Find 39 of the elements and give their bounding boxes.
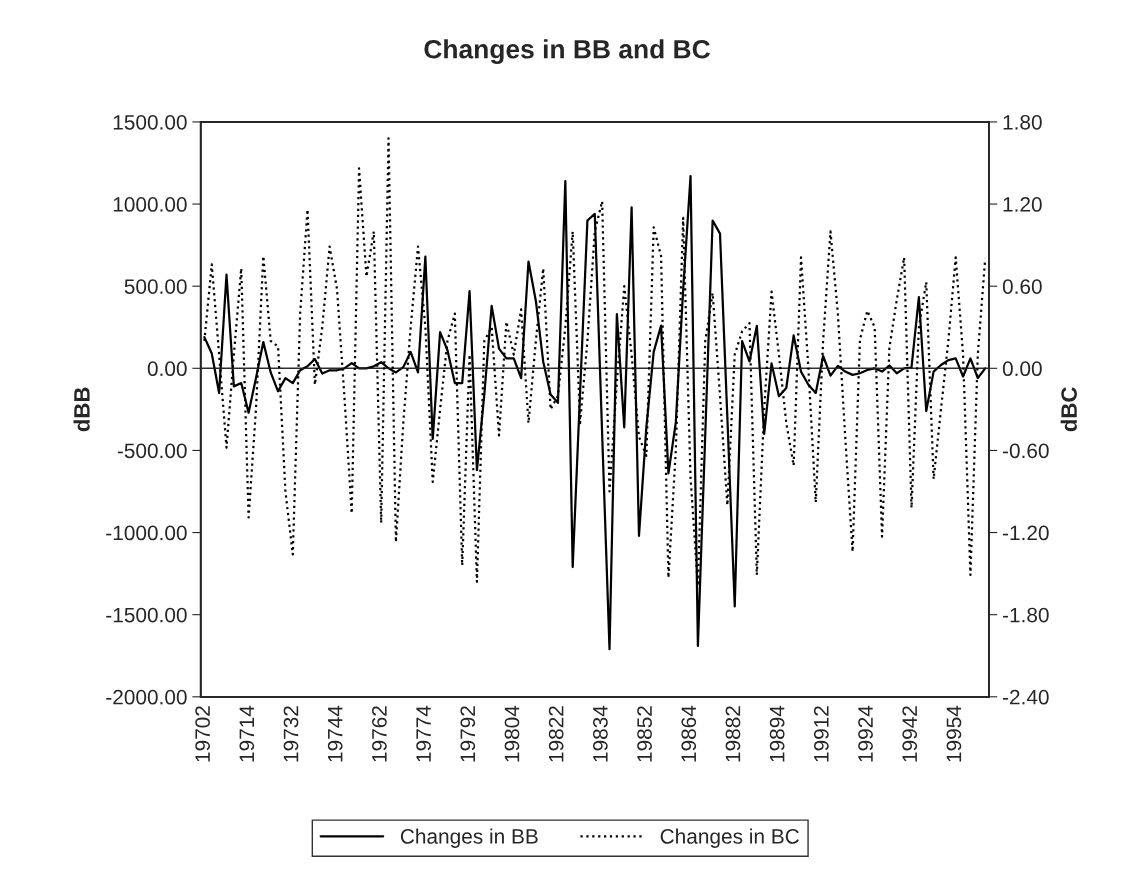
x-tick-label: 19762 xyxy=(372,706,387,762)
y2-tick-label: 0.60 xyxy=(1002,279,1042,294)
y2-axis-title: dBC xyxy=(1060,387,1077,432)
x-tick-label: 19714 xyxy=(239,705,255,762)
y-tick-label: -1000.00 xyxy=(106,525,187,541)
y2-tick-label: -1.80 xyxy=(1002,607,1049,623)
y-tick-label: -1500.00 xyxy=(106,607,187,623)
y-tick-label: -2000.00 xyxy=(106,689,187,705)
x-tick-label: 19942 xyxy=(902,706,918,762)
y2-tick-label: -2.40 xyxy=(1002,689,1049,705)
x-tick-label: 19834 xyxy=(592,705,608,762)
y-tick-label: 500.00 xyxy=(124,279,187,294)
x-tick-label: 19924 xyxy=(858,705,873,762)
x-tick-label: 19864 xyxy=(681,705,697,762)
y-tick-label: 0.00 xyxy=(147,361,187,377)
y2-tick-label: -1.20 xyxy=(1002,525,1049,541)
x-tick-label: 19744 xyxy=(327,705,343,762)
y-tick-label: -500.00 xyxy=(117,443,187,459)
x-tick-label: 19804 xyxy=(504,705,520,762)
x-tick-label: 19912 xyxy=(813,706,829,762)
y2-tick-label: 1.80 xyxy=(1003,114,1042,130)
y-axis-title: dBB xyxy=(73,387,90,432)
chart-title: Changes in BB and BC xyxy=(424,39,710,64)
x-tick-label: 19792 xyxy=(460,706,476,762)
x-tick-label: 19702 xyxy=(195,706,210,762)
x-tick-label: 19954 xyxy=(946,705,962,762)
x-tick-label: 19732 xyxy=(283,706,299,762)
x-tick-label: 19852 xyxy=(637,706,652,762)
x-tick-label: 19822 xyxy=(548,706,564,762)
y2-tick-label: 0.00 xyxy=(1002,361,1042,377)
y-tick-label: 1500.00 xyxy=(113,114,187,130)
x-tick-label: 19882 xyxy=(725,706,741,762)
y-tick-label: 1000.00 xyxy=(113,197,187,212)
y2-tick-label: 1.20 xyxy=(1003,197,1042,212)
x-tick-label: 19894 xyxy=(769,705,785,762)
legend-label: Changes in BB xyxy=(400,828,538,848)
legend-label: Changes in BC xyxy=(660,828,799,848)
y2-tick-label: -0.60 xyxy=(1002,443,1049,459)
x-tick-label: 19774 xyxy=(416,705,431,762)
